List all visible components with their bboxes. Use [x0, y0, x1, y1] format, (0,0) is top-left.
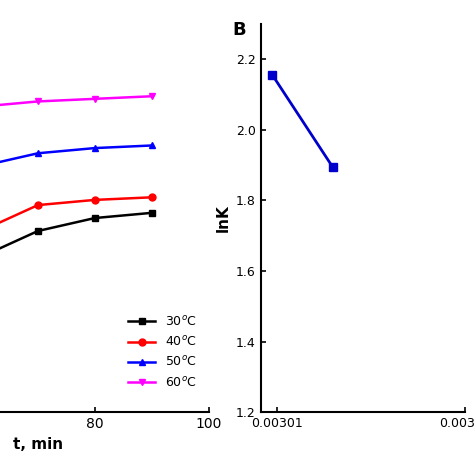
60$^o$C: [92, 96, 98, 102]
40$^o$C: [35, 202, 41, 208]
60$^o$C: [149, 93, 155, 99]
Line: 50$^o$C: 50$^o$C: [0, 142, 155, 390]
30$^o$C: [149, 210, 155, 216]
30$^o$C: [92, 215, 98, 221]
40$^o$C: [92, 197, 98, 203]
Y-axis label: lnK: lnK: [215, 204, 230, 232]
30$^o$C: [35, 228, 41, 234]
40$^o$C: [149, 194, 155, 200]
X-axis label: t, min: t, min: [13, 437, 63, 452]
Text: B: B: [232, 21, 246, 39]
50$^o$C: [92, 145, 98, 151]
50$^o$C: [149, 143, 155, 148]
Line: 30$^o$C: 30$^o$C: [0, 210, 155, 474]
Legend: 30$^o$C, 40$^o$C, 50$^o$C, 60$^o$C: 30$^o$C, 40$^o$C, 50$^o$C, 60$^o$C: [123, 310, 202, 394]
50$^o$C: [35, 150, 41, 156]
Line: 60$^o$C: 60$^o$C: [0, 93, 155, 338]
Line: 40$^o$C: 40$^o$C: [0, 194, 155, 468]
60$^o$C: [35, 99, 41, 104]
